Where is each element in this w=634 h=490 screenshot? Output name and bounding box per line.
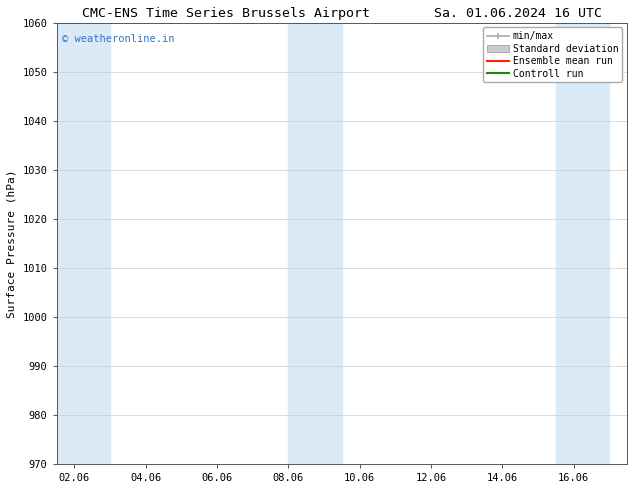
Bar xyxy=(288,23,342,464)
Title: CMC-ENS Time Series Brussels Airport        Sa. 01.06.2024 16 UTC: CMC-ENS Time Series Brussels Airport Sa.… xyxy=(82,7,602,20)
Y-axis label: Surface Pressure (hPa): Surface Pressure (hPa) xyxy=(7,169,17,318)
Text: © weatheronline.in: © weatheronline.in xyxy=(62,33,175,44)
Bar xyxy=(556,23,609,464)
Bar xyxy=(56,23,110,464)
Legend: min/max, Standard deviation, Ensemble mean run, Controll run: min/max, Standard deviation, Ensemble me… xyxy=(483,27,622,82)
